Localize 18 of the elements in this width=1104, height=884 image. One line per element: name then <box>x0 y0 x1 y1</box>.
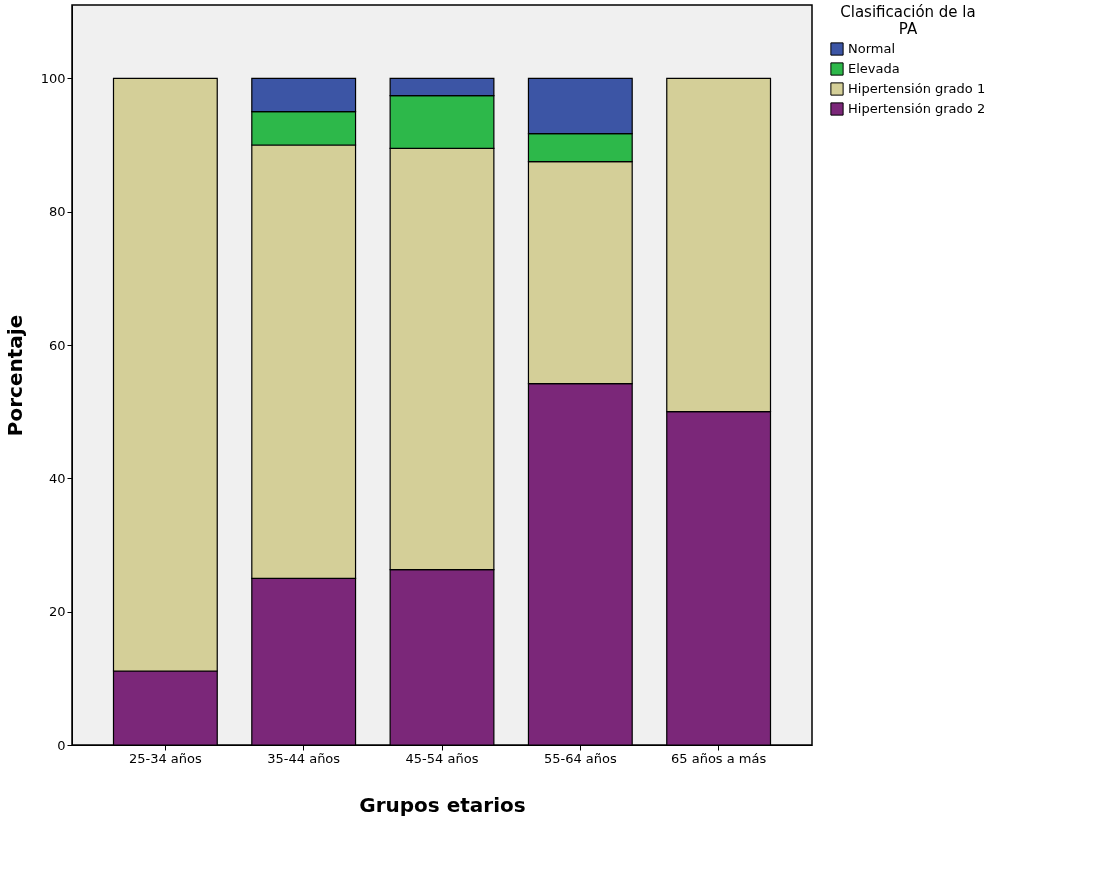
x-tick-label: 45-54 años <box>405 750 479 766</box>
y-tick-label: 0 <box>57 737 66 753</box>
y-tick-label: 80 <box>48 204 66 220</box>
x-tick-label: 35-44 años <box>267 750 341 766</box>
legend-label: Hipertensión grado 2 <box>848 101 986 116</box>
legend-label: Elevada <box>848 61 900 76</box>
x-axis-title: Grupos etarios <box>359 792 526 817</box>
y-tick-label: 20 <box>48 604 66 620</box>
y-tick-label: 40 <box>48 470 66 486</box>
y-tick-label: 100 <box>40 70 66 86</box>
x-tick-label: 65 años a más <box>671 750 767 766</box>
legend-label: Hipertensión grado 1 <box>848 81 986 96</box>
x-tick-label: 25-34 años <box>128 750 203 766</box>
x-tick-label: 55-64 años <box>543 750 617 766</box>
y-tick-label: 60 <box>48 337 66 353</box>
legend-title: Clasificación de la PA <box>840 3 976 38</box>
legend-label: Normal <box>848 41 896 56</box>
y-axis-title: Porcentaje <box>2 314 27 437</box>
